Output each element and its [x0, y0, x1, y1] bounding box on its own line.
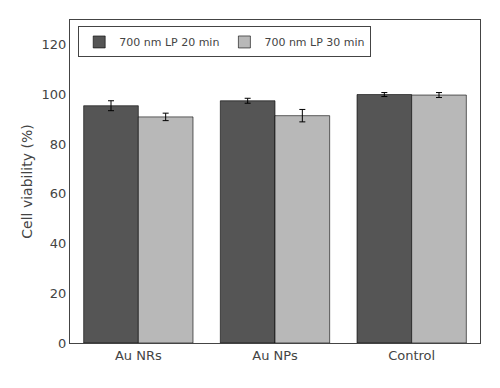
svg-text:700 nm LP 20 min: 700 nm LP 20 min: [119, 36, 219, 49]
svg-text:120: 120: [42, 37, 67, 52]
svg-text:0: 0: [58, 336, 66, 351]
svg-text:100: 100: [42, 87, 67, 102]
svg-text:Au NRs: Au NRs: [115, 348, 162, 363]
svg-text:80: 80: [50, 137, 67, 152]
svg-text:Control: Control: [388, 348, 435, 363]
svg-text:40: 40: [50, 236, 67, 251]
svg-text:Cell viability (%): Cell viability (%): [19, 124, 35, 238]
svg-text:700 nm LP 30 min: 700 nm LP 30 min: [264, 36, 364, 49]
svg-text:Au NPs: Au NPs: [252, 348, 298, 363]
svg-text:60: 60: [50, 186, 67, 201]
svg-text:20: 20: [50, 286, 67, 301]
